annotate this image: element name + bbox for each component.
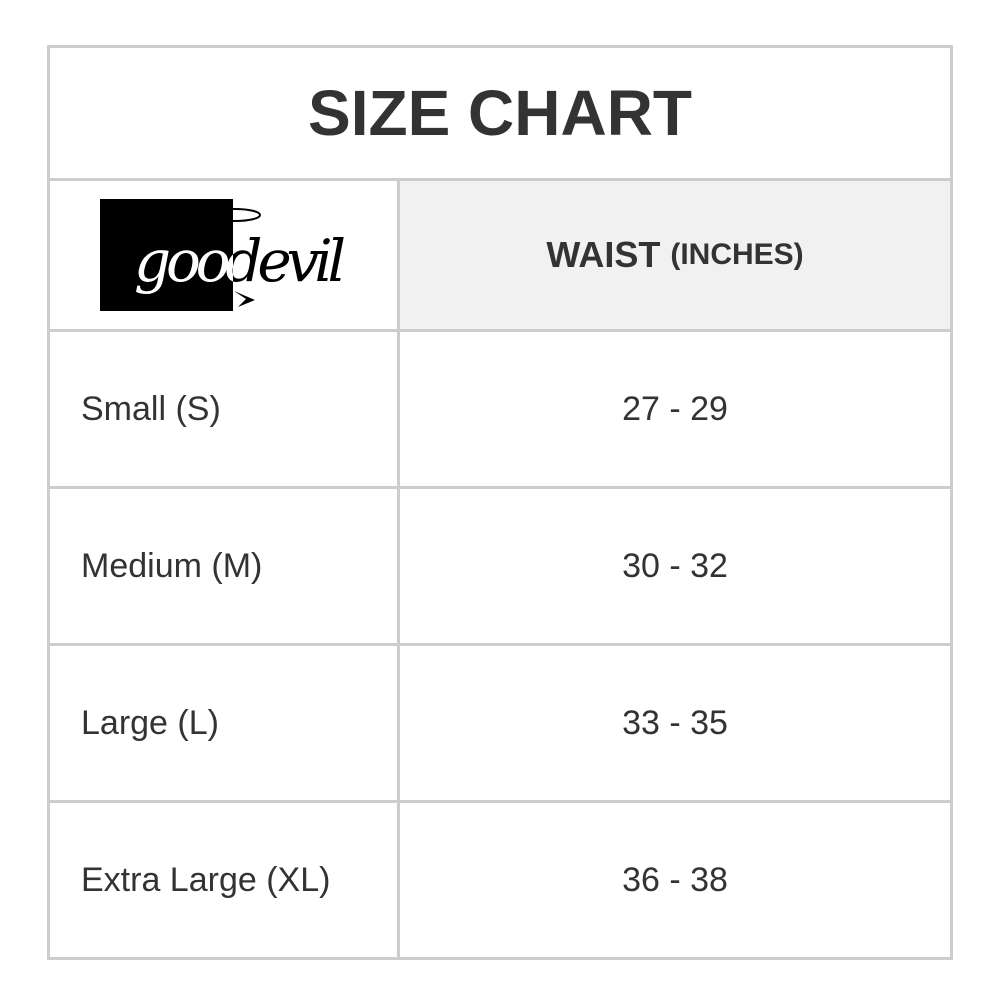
waist-cell: 36 - 38 [400, 803, 950, 957]
size-cell: Medium (M) [50, 489, 400, 643]
table-row: Medium (M) 30 - 32 [50, 489, 950, 646]
waist-cell: 30 - 32 [400, 489, 950, 643]
size-label: Large (L) [81, 704, 219, 742]
waist-cell: 27 - 29 [400, 332, 950, 486]
size-label: Medium (M) [81, 547, 263, 585]
waist-label: WAIST [546, 234, 661, 275]
waist-value: 33 - 35 [622, 704, 728, 742]
size-cell: Extra Large (XL) [50, 803, 400, 957]
size-label: Small (S) [81, 390, 221, 428]
logo-cell: goodevil [50, 181, 400, 329]
waist-header: WAIST (INCHES) [400, 181, 950, 329]
goodevil-logo: goodevil [100, 198, 346, 311]
logo-wordmark: goodevil [134, 227, 346, 295]
table-row: Large (L) 33 - 35 [50, 646, 950, 803]
waist-value: 27 - 29 [622, 390, 728, 428]
chart-title: SIZE CHART [308, 77, 692, 149]
size-label: Extra Large (XL) [81, 861, 331, 899]
header-row: goodevil WAIST (INCHES) [50, 181, 950, 332]
waist-value: 30 - 32 [622, 547, 728, 585]
waist-value: 36 - 38 [622, 861, 728, 899]
unit-label: (INCHES) [670, 238, 804, 271]
size-cell: Small (S) [50, 332, 400, 486]
table-row: Small (S) 27 - 29 [50, 332, 950, 489]
title-cell: SIZE CHART [50, 48, 950, 181]
waist-cell: 33 - 35 [400, 646, 950, 800]
table-row: Extra Large (XL) 36 - 38 [50, 803, 950, 957]
size-cell: Large (L) [50, 646, 400, 800]
size-chart-table: SIZE CHART goodevil WAIST [47, 45, 953, 960]
